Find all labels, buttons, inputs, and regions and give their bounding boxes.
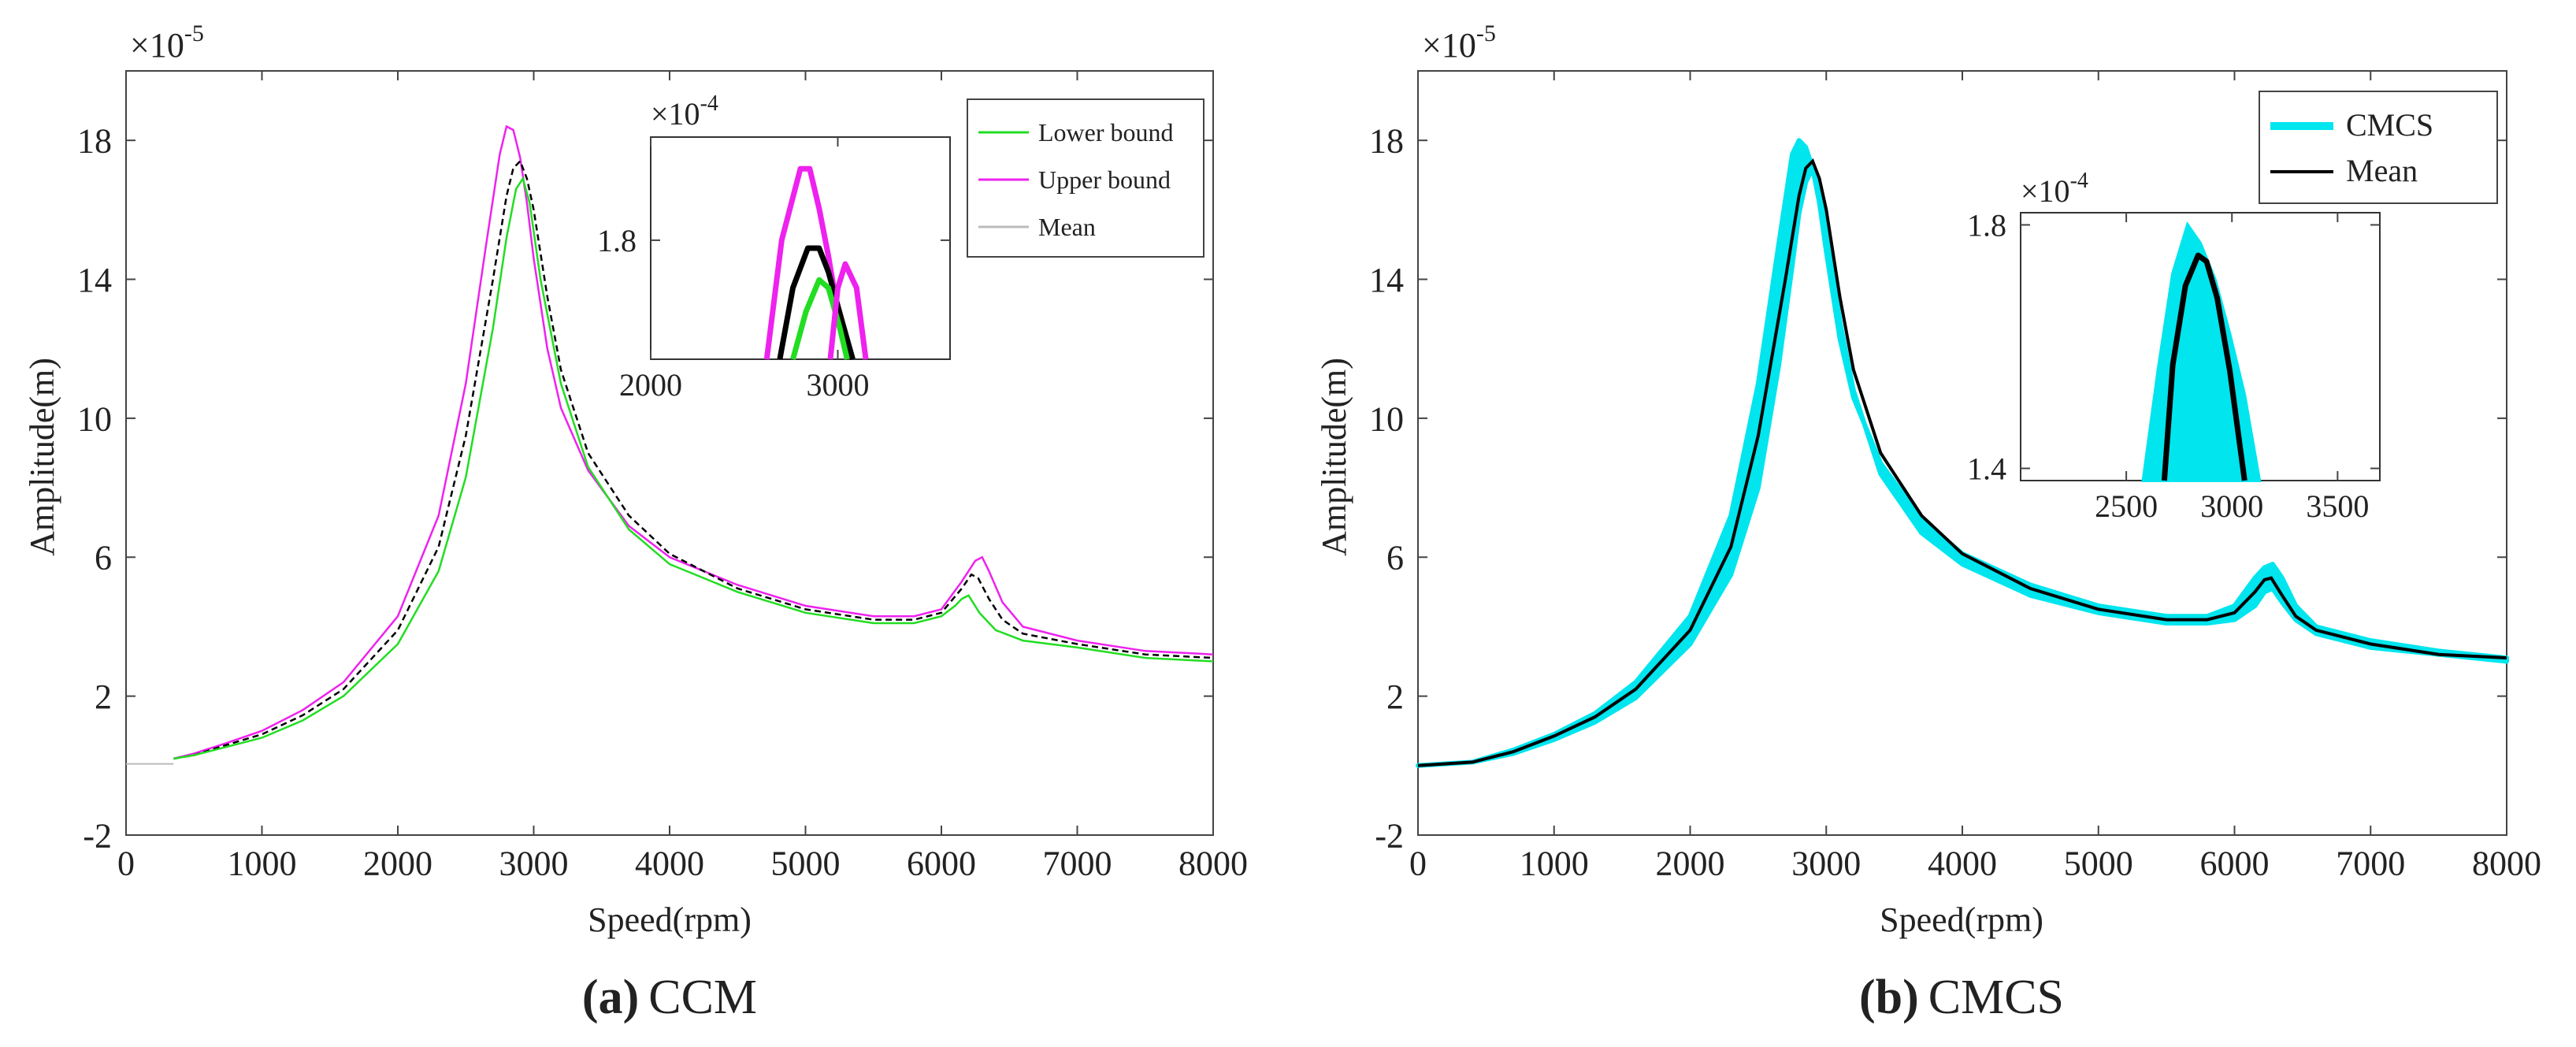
a-y-tick-label: 6 (95, 539, 112, 577)
axis-ticks-a: 0 1000 2000 3000 4000 5000 6000 7000 8000 -2 2 6 10 1… (77, 71, 1248, 883)
legend-box-a (967, 98, 1204, 258)
y-axis-label-a: Amplitude(m) (23, 358, 61, 556)
inset-series-lower-bound (790, 277, 850, 360)
legend-label-mean-b: Mean (2346, 153, 2418, 188)
b-y-tick-label: -2 (1375, 816, 1404, 855)
b-x-tick-label: 3000 (1791, 845, 1861, 883)
b-inset-y-tick-label: 1.4 (1967, 451, 2006, 487)
a-y-tick-label: 10 (77, 399, 112, 438)
a-inset-y-tick-label: 1.8 (597, 223, 637, 258)
legend-label-upper-bound: Upper bound (1038, 165, 1171, 194)
a-x-tick-label: 4000 (635, 845, 704, 883)
panel-a: 0 1000 2000 3000 4000 5000 6000 7000 8000 -2 2 6 10 1… (23, 20, 1248, 1024)
panel-b: 0 1000 2000 3000 4000 5000 6000 7000 8000 -2 2 6 10 1… (1315, 20, 2541, 1024)
band-cmcs (1416, 138, 2509, 768)
caption-b: (b) CMCS (1859, 971, 2064, 1024)
inset-series-mean-b (2161, 252, 2248, 481)
axis-ticks-b: 0 1000 2000 3000 4000 5000 6000 7000 8000 -2 2 6 10 1… (1369, 71, 2541, 883)
b-x-tick-label: 5000 (2064, 845, 2133, 883)
b-y-tick-label: 10 (1369, 399, 1404, 438)
b-x-tick-label: 1000 (1520, 845, 1589, 883)
legend-a: Lower bound Upper bound Mean (967, 98, 1204, 258)
y-multiplier-a: ×10-5 (130, 20, 204, 65)
inset-band-cmcs (2141, 221, 2262, 482)
plot-lines-a (126, 124, 1214, 765)
b-x-tick-label: 8000 (2472, 845, 2541, 883)
series-line-mean-b (1417, 158, 2507, 767)
b-y-tick-label: 14 (1369, 261, 1404, 299)
a-x-tick-label: 7000 (1043, 845, 1112, 883)
inset-series-mean (777, 245, 856, 360)
a-x-tick-label: 0 (117, 845, 135, 883)
b-inset-x-tick-label: 2500 (2095, 488, 2158, 524)
plot-lines-b (1416, 138, 2509, 768)
x-axis-label-a: Speed(rpm) (588, 900, 752, 939)
inset-ticks-b: 2500 3000 3500 1.4 1.8 (1967, 207, 2380, 524)
b-y-tick-label: 6 (1386, 539, 1404, 577)
series-line-upper-bound (173, 124, 1214, 760)
b-x-tick-label: 2000 (1656, 845, 1725, 883)
inset-lines-a (763, 165, 869, 360)
inset-ticks-a: 2000 3000 1.8 (597, 137, 950, 403)
y-axis-label-b: Amplitude(m) (1315, 358, 1353, 556)
a-y-tick-label: 18 (77, 122, 112, 161)
a-y-tick-label: 14 (77, 261, 112, 299)
b-y-tick-label: 2 (1386, 678, 1404, 716)
a-x-tick-label: 8000 (1179, 845, 1248, 883)
y-multiplier-b: ×10-5 (1422, 20, 1496, 65)
x-axis-label-b: Speed(rpm) (1880, 900, 2043, 939)
b-inset-x-tick-label: 3000 (2200, 488, 2263, 524)
b-x-tick-label: 7000 (2336, 845, 2405, 883)
legend-box-b (2259, 91, 2498, 204)
inset-b: 2500 3000 3500 1.4 1.8 ×10-4 (1967, 169, 2381, 524)
a-x-tick-label: 2000 (363, 845, 432, 883)
b-inset-y-tick-label: 1.8 (1967, 207, 2006, 243)
legend-label-cmcs: CMCS (2346, 107, 2433, 143)
series-line-mean (173, 159, 1214, 760)
a-inset-x-tick-label: 3000 (807, 367, 870, 403)
series-line-lower-bound (173, 176, 1214, 760)
a-x-tick-label: 1000 (228, 845, 297, 883)
inset-a: 2000 3000 1.8 ×10-4 (597, 91, 951, 403)
legend-label-lower-bound: Lower bound (1038, 118, 1174, 147)
legend-label-mean-a: Mean (1038, 213, 1096, 241)
a-x-tick-label: 6000 (907, 845, 976, 883)
b-x-tick-label: 6000 (2200, 845, 2270, 883)
b-x-tick-label: 4000 (1928, 845, 1997, 883)
b-x-tick-label: 0 (1409, 845, 1427, 883)
a-x-tick-label: 5000 (771, 845, 841, 883)
b-y-tick-label: 18 (1369, 122, 1404, 161)
inset-multiplier-b: ×10-4 (2021, 169, 2088, 209)
a-inset-x-tick-label: 2000 (619, 367, 682, 403)
a-x-tick-label: 3000 (499, 845, 569, 883)
a-y-tick-label: -2 (83, 816, 112, 855)
b-inset-x-tick-label: 3500 (2306, 488, 2369, 524)
inset-multiplier-a: ×10-4 (651, 91, 718, 132)
legend-b: CMCS Mean (2259, 91, 2498, 204)
a-y-tick-label: 2 (95, 678, 112, 716)
caption-a: (a) CCM (582, 971, 757, 1024)
inset-series-upper-bound (827, 261, 869, 360)
inset-lines-b (2141, 221, 2262, 482)
